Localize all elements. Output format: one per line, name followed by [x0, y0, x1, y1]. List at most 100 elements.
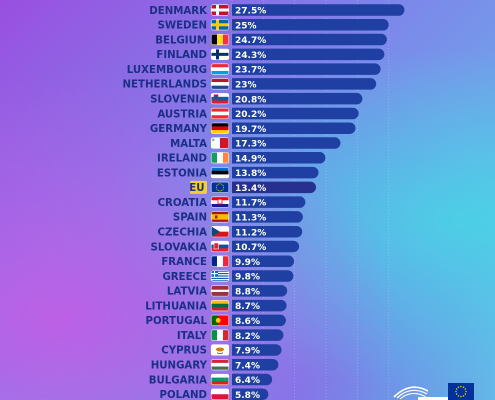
category-label: BULGARIA [149, 375, 207, 386]
category-label: LITHUANIA [145, 301, 207, 312]
bar-row: FRANCE 9.9% [161, 255, 295, 268]
data-label: 20.2% [235, 110, 266, 120]
flag-icon [210, 181, 230, 193]
bar [232, 225, 303, 238]
category-label: SPAIN [173, 213, 207, 224]
data-label: 7.4% [235, 361, 260, 371]
bar [232, 255, 295, 268]
bar [232, 299, 287, 312]
bar-row: FINLAND 24.3% [156, 48, 385, 61]
category-label: SLOVAKIA [151, 242, 208, 253]
bar-row: EU 13.4% [189, 180, 317, 194]
data-label: 11.2% [235, 228, 266, 238]
data-label: 7.9% [235, 347, 260, 357]
data-label: 8.2% [235, 332, 260, 342]
flag-icon [210, 211, 230, 223]
data-label: 5.8% [235, 391, 260, 400]
flag-icon [210, 93, 230, 105]
bar [232, 344, 282, 356]
flag-icon [210, 137, 230, 149]
bar-row: SLOVENIA 20.8% [150, 92, 363, 105]
flag-icon [210, 329, 230, 341]
bar-row: PORTUGAL 8.6% [146, 314, 286, 327]
category-label: POLAND [160, 390, 208, 400]
flag-icon [210, 196, 230, 208]
bar [232, 33, 387, 46]
data-label: 8.6% [235, 317, 260, 327]
category-label: CYPRUS [161, 346, 207, 357]
bar [232, 122, 356, 134]
category-label: LATVIA [167, 287, 207, 298]
bar-row: GREECE 9.8% [162, 270, 294, 283]
bar [232, 240, 300, 253]
bar [232, 270, 294, 282]
bar [232, 358, 279, 371]
data-label: 27.5% [235, 7, 266, 17]
flag-icon [210, 300, 230, 312]
bar-row: ITALY 8.2% [177, 329, 284, 342]
flag-icon [210, 255, 230, 267]
flag-icon [210, 373, 230, 386]
bar [232, 4, 405, 16]
bar-row: LITHUANIA 8.7% [145, 299, 287, 312]
bar-row: ESTONIA 13.8% [157, 166, 319, 179]
bar-row: IRELAND 14.9% [157, 152, 326, 165]
flag-icon [210, 344, 230, 356]
category-label: HUNGARY [151, 361, 208, 372]
bar-row: MALTA 17.3% [170, 137, 341, 150]
data-label: 10.7% [235, 243, 266, 253]
bar-row: LATVIA 8.8% [167, 285, 288, 298]
flag-icon [210, 4, 230, 16]
bar [232, 152, 326, 164]
bar [232, 19, 389, 31]
flag-icon [210, 285, 230, 297]
data-label: 17.3% [235, 140, 266, 150]
bar [232, 48, 385, 61]
bar-row: SPAIN 11.3% [173, 211, 303, 224]
category-label: ESTONIA [157, 168, 207, 179]
bar [232, 373, 273, 386]
flag-icon [210, 226, 230, 238]
category-label: IRELAND [157, 154, 207, 165]
bar [232, 166, 319, 179]
bar-row: NETHERLANDS 23% [123, 78, 377, 91]
bar [232, 181, 317, 194]
bar [232, 107, 359, 120]
bar [232, 314, 286, 327]
bar [232, 388, 269, 400]
bar-row: HUNGARY 7.4% [151, 358, 279, 372]
flag-icon [210, 63, 230, 75]
bar-row: CYPRUS 7.9% [161, 344, 282, 357]
data-label: 19.7% [235, 125, 266, 135]
category-label: CROATIA [158, 198, 208, 209]
bar [232, 196, 306, 208]
data-label: 11.7% [235, 199, 266, 209]
category-label: BELGIUM [155, 35, 207, 46]
flag-icon [210, 270, 230, 282]
bar-row: CZECHIA 11.2% [158, 225, 303, 239]
category-label: GERMANY [150, 124, 208, 135]
category-label: MALTA [170, 139, 207, 150]
data-label: 13.4% [235, 184, 266, 194]
eu-label-highlight [190, 180, 207, 194]
category-label: CZECHIA [158, 228, 208, 239]
flag-icon [210, 107, 230, 120]
bar [232, 63, 381, 75]
category-label: NETHERLANDS [123, 80, 207, 91]
bar-row: CROATIA 11.7% [158, 196, 306, 209]
data-label: 8.8% [235, 287, 260, 297]
category-label: EU [189, 183, 204, 194]
bar [232, 137, 341, 149]
bar [232, 329, 284, 341]
data-label: 23% [235, 81, 257, 91]
bar-row: SWEDEN 25% [158, 19, 389, 32]
flag-icon [210, 240, 230, 253]
category-label: FINLAND [156, 50, 207, 61]
data-label: 9.9% [235, 258, 260, 268]
bar-row: GERMANY 19.7% [150, 122, 356, 135]
flag-icon [210, 359, 230, 371]
bar [232, 285, 288, 297]
flag-icon [210, 166, 230, 179]
flag-icon [210, 314, 230, 326]
